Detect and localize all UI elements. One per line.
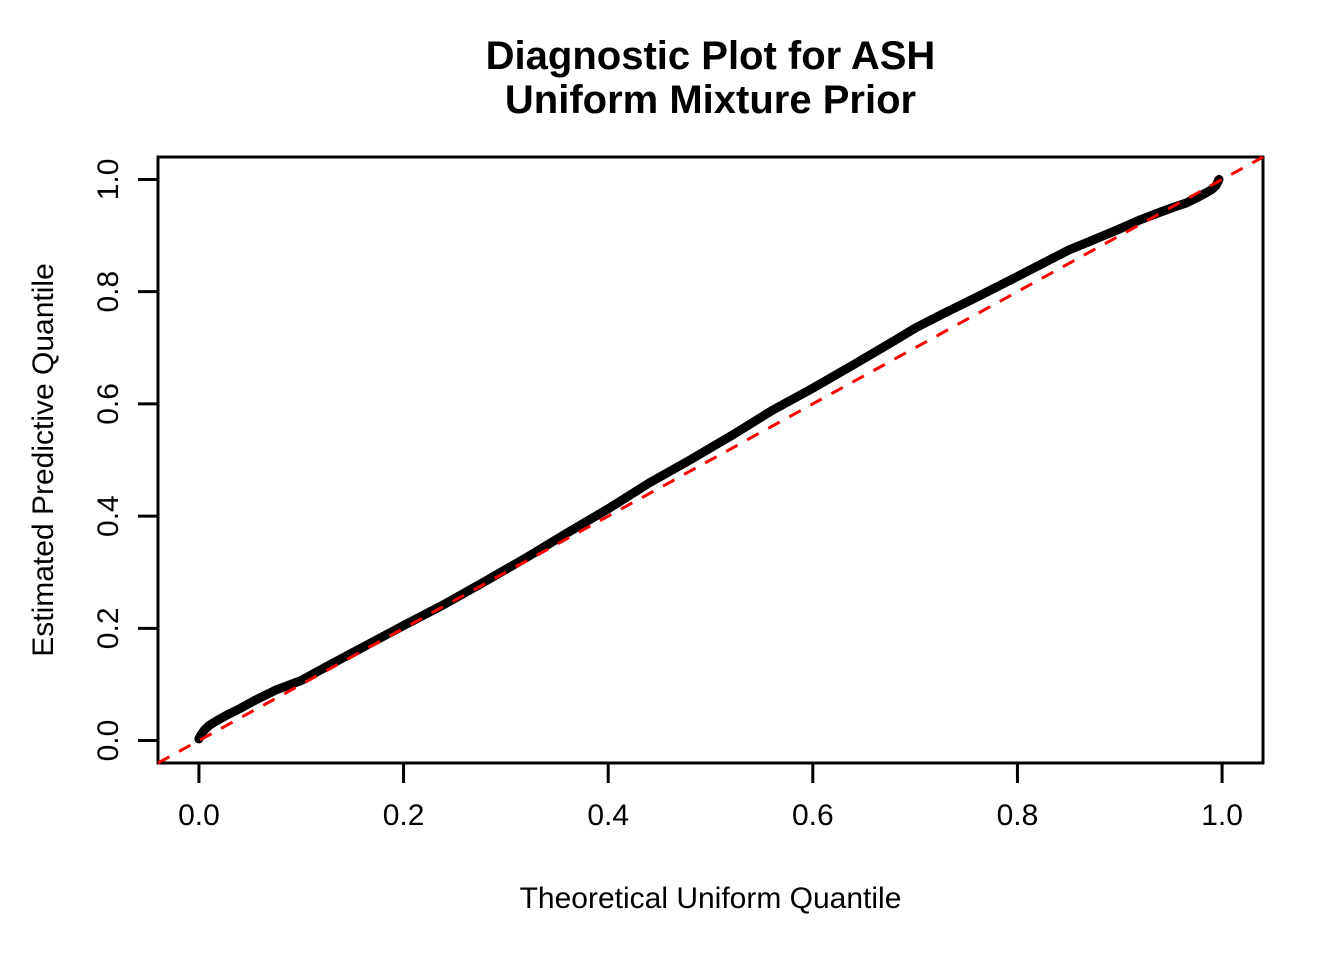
y-tick-label: 0.0: [92, 720, 125, 762]
y-tick-label: 0.6: [92, 383, 125, 425]
x-axis-label: Theoretical Uniform Quantile: [519, 882, 902, 915]
x-tick-label: 0.6: [792, 799, 834, 832]
chart-title-line-1: Diagnostic Plot for ASH: [485, 34, 936, 78]
estimated-predictive-quantiles: [194, 174, 1224, 744]
y-tick-label: 0.4: [92, 495, 125, 537]
reference-line-y-equals-x: [157, 155, 1264, 765]
y-tick-label: 0.8: [92, 271, 125, 313]
x-tick-label: 0.2: [383, 799, 425, 832]
chart-title-line-2: Uniform Mixture Prior: [504, 78, 917, 122]
plot-box: [156, 155, 1265, 765]
chart-title: Diagnostic Plot for ASH Uniform Mixture …: [158, 34, 1263, 122]
y-axis-label: Estimated Predictive Quantile: [27, 263, 60, 657]
y-tick-label: 0.2: [92, 607, 125, 649]
y-tick-label: 1.0: [92, 159, 125, 201]
x-tick-label: 1.0: [1201, 799, 1243, 832]
x-tick-label: 0.0: [178, 799, 220, 832]
x-tick-label: 0.4: [587, 799, 629, 832]
x-tick-label: 0.8: [997, 799, 1039, 832]
